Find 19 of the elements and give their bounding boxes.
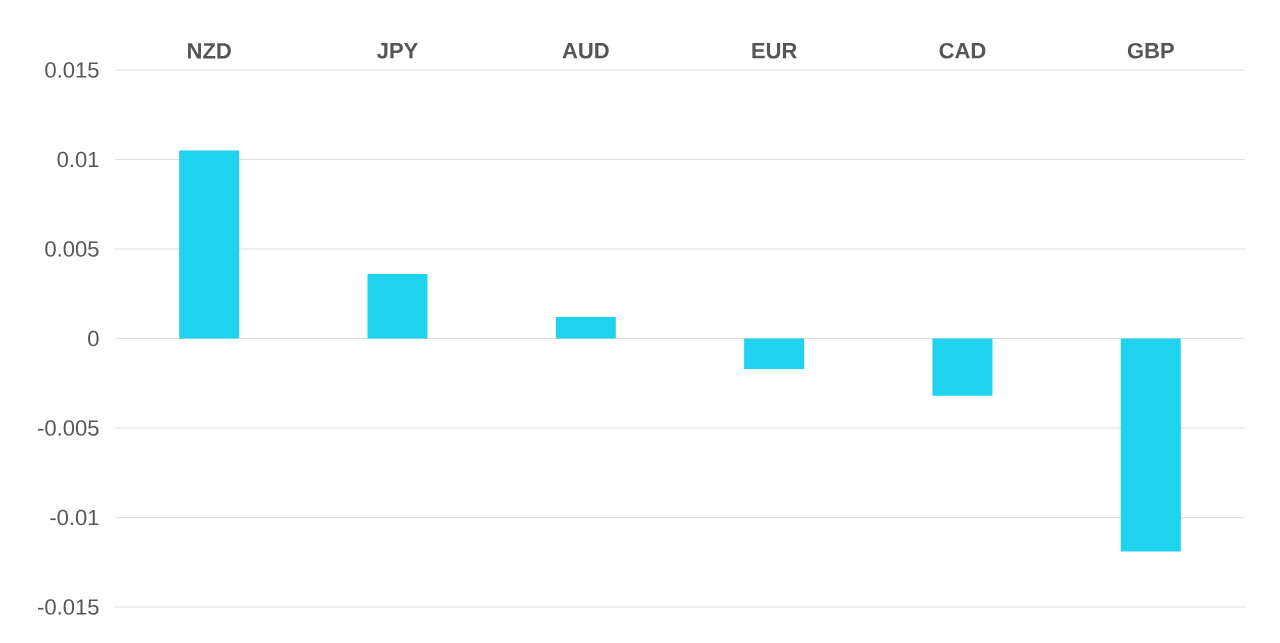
y-tick-label: -0.015 (38, 599, 99, 615)
bar (744, 338, 805, 369)
x-tick-label: EUR (752, 43, 797, 59)
x-tick-label: NZD (188, 43, 231, 59)
bar (179, 150, 240, 339)
bar (932, 338, 993, 396)
y-tick-label: -0.005 (38, 420, 99, 436)
y-tick-label: 0 (88, 330, 99, 347)
y-tick-label: 0.005 (45, 241, 99, 257)
x-tick-label: GBP (1127, 42, 1174, 59)
bar (1120, 338, 1181, 552)
x-tick-label: CAD (939, 42, 986, 59)
y-tick-label: 0.01 (57, 151, 99, 168)
y-tick-label: 0.015 (45, 62, 99, 78)
bar (555, 317, 616, 339)
y-tick-label: -0.01 (50, 509, 99, 526)
bar (367, 274, 428, 339)
x-tick-label: AUD (562, 43, 609, 59)
x-tick-label: JPY (377, 43, 418, 59)
